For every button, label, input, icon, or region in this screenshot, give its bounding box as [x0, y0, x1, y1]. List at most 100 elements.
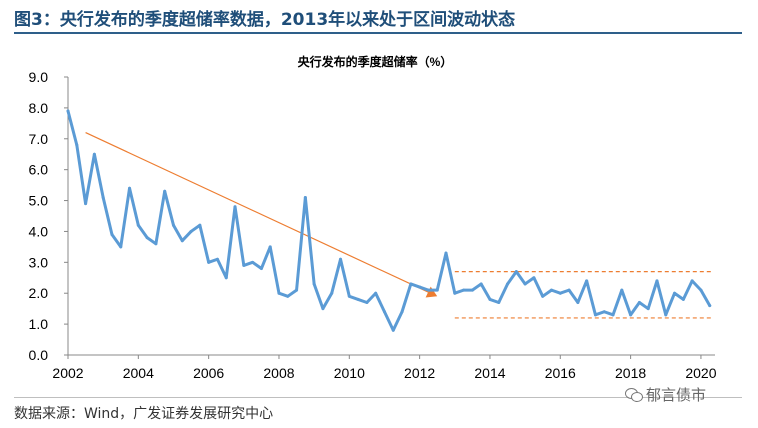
- series-line: [66, 109, 712, 332]
- data-point: [655, 279, 659, 283]
- data-point: [567, 288, 571, 292]
- data-point: [506, 282, 510, 286]
- data-point: [136, 223, 140, 227]
- data-point: [690, 279, 694, 283]
- data-point: [629, 313, 633, 317]
- data-point: [224, 276, 228, 280]
- data-point: [128, 186, 132, 190]
- x-tick-label: 2002: [52, 365, 83, 381]
- data-point: [576, 300, 580, 304]
- data-point: [207, 260, 211, 264]
- data-point: [215, 257, 219, 261]
- x-tick-label: 2014: [474, 365, 505, 381]
- data-point: [154, 242, 158, 246]
- line-chart: 央行发布的季度超储率（%） 0.0 1.0 2.0 3.0 4.0 5.0 6.0 7.0 8.…: [29, 54, 717, 381]
- figure-title: 图3：央行发布的季度超储率数据，2013年以来处于区间波动状态: [14, 10, 516, 30]
- data-point: [488, 297, 492, 301]
- data-point: [189, 229, 193, 233]
- y-tick-label: 4.0: [29, 223, 49, 239]
- data-point: [356, 297, 360, 301]
- data-point: [312, 282, 316, 286]
- data-point: [347, 294, 351, 298]
- data-point: [620, 288, 624, 292]
- data-point: [593, 313, 597, 317]
- data-point: [549, 288, 553, 292]
- data-point: [84, 202, 88, 206]
- data-point: [523, 282, 527, 286]
- figure-header: 图3：央行发布的季度超储率数据，2013年以来处于区间波动状态: [14, 0, 742, 36]
- trend-arrow-line: [85, 132, 429, 293]
- data-point: [585, 279, 589, 283]
- header-divider: [14, 32, 742, 34]
- data-point: [277, 291, 281, 295]
- data-point: [646, 307, 650, 311]
- data-point: [637, 300, 641, 304]
- source-note: 数据来源：Wind，广发证券发展研究中心: [14, 406, 274, 422]
- series-group: [66, 109, 712, 332]
- data-point: [171, 223, 175, 227]
- x-tick-label: 2006: [193, 365, 224, 381]
- watermark: 郁言债市: [625, 384, 706, 405]
- data-point: [233, 205, 237, 209]
- data-point: [382, 310, 386, 314]
- data-point: [558, 291, 562, 295]
- data-point: [444, 251, 448, 255]
- data-point: [514, 270, 518, 274]
- data-point: [321, 307, 325, 311]
- y-tick-label: 9.0: [29, 69, 49, 85]
- trend-arrow-head: [425, 286, 438, 298]
- y-tick-label: 8.0: [29, 100, 49, 116]
- data-point: [681, 297, 685, 301]
- data-point: [339, 257, 343, 261]
- data-point: [101, 195, 105, 199]
- data-point: [664, 313, 668, 317]
- y-tick-label: 1.0: [29, 316, 49, 332]
- data-point: [110, 233, 114, 237]
- data-point: [391, 328, 395, 332]
- wechat-icon: [625, 387, 643, 402]
- y-tick-label: 7.0: [29, 131, 49, 147]
- data-point: [602, 310, 606, 314]
- data-point: [92, 152, 96, 156]
- data-point: [453, 291, 457, 295]
- data-point: [198, 223, 202, 227]
- data-point: [330, 291, 334, 295]
- data-point: [673, 291, 677, 295]
- y-tick-label: 0.0: [29, 347, 49, 363]
- data-point: [242, 263, 246, 267]
- chart-area: 央行发布的季度超储率（%） 0.0 1.0 2.0 3.0 4.0 5.0 6.0 7.0 8.…: [0, 36, 758, 392]
- data-point: [295, 288, 299, 292]
- data-point: [699, 288, 703, 292]
- data-point: [462, 288, 466, 292]
- data-point: [145, 236, 149, 240]
- data-point: [426, 288, 430, 292]
- footer-divider: [14, 397, 742, 398]
- data-point: [435, 288, 439, 292]
- data-point: [180, 239, 184, 243]
- data-point: [259, 267, 263, 271]
- data-point: [409, 282, 413, 286]
- data-point: [268, 245, 272, 249]
- x-tick-label: 2010: [334, 365, 365, 381]
- chart-overlays: [85, 132, 712, 319]
- chart-title: 央行发布的季度超储率（%）: [298, 54, 453, 69]
- data-point: [418, 285, 422, 289]
- data-point: [75, 143, 79, 147]
- x-tick-label: 2008: [263, 365, 294, 381]
- x-tick-label: 2020: [685, 365, 716, 381]
- data-point: [163, 189, 167, 193]
- watermark-text: 郁言债市: [646, 386, 707, 404]
- data-point: [374, 291, 378, 295]
- y-tick-label: 6.0: [29, 162, 49, 178]
- axes: 0.0 1.0 2.0 3.0 4.0 5.0 6.0 7.0 8.0 9.0 2002 2004 20…: [29, 69, 717, 381]
- data-point: [470, 288, 474, 292]
- data-point: [286, 294, 290, 298]
- data-point: [611, 313, 615, 317]
- x-tick-label: 2018: [615, 365, 646, 381]
- data-point: [532, 276, 536, 280]
- x-tick-label: 2016: [545, 365, 576, 381]
- x-tick-label: 2004: [123, 365, 154, 381]
- data-point: [365, 300, 369, 304]
- data-point: [400, 310, 404, 314]
- data-point: [303, 195, 307, 199]
